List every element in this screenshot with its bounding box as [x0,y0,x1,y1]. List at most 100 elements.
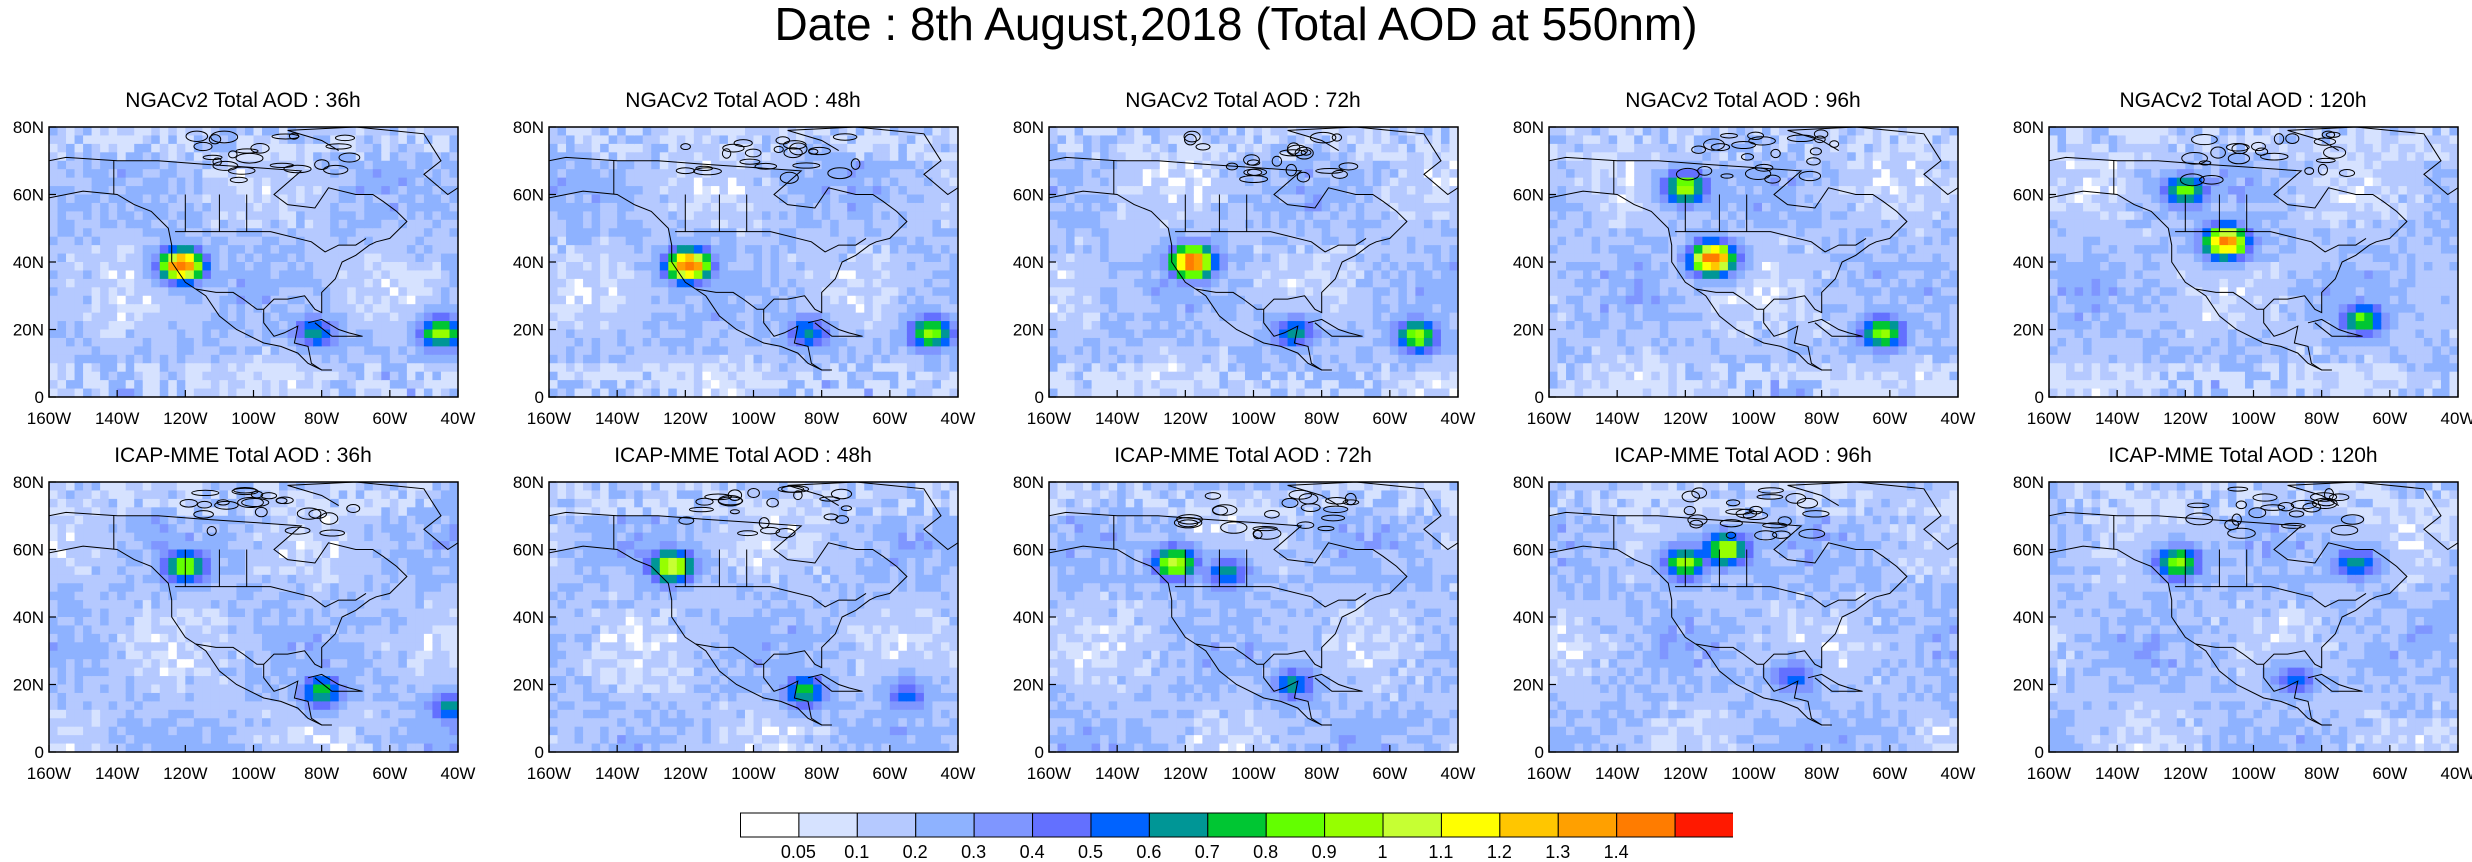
aod-cell [711,363,720,372]
aod-cell [1271,313,1280,322]
aod-cell [822,380,831,389]
aod-cell [449,135,458,144]
aod-cell [1271,270,1280,279]
aod-cell [558,161,567,170]
aod-cell [1600,178,1609,187]
aod-cell [1211,245,1220,254]
aod-cell [668,270,677,279]
aod-cell [202,211,211,220]
aod-cell [1262,220,1271,229]
aod-cell [1583,245,1592,254]
aod-cell [313,372,322,381]
aod-cell [1143,287,1152,296]
aod-cell [898,203,907,212]
aod-cell [643,363,652,372]
aod-cell [1279,304,1288,313]
aod-cell [796,262,805,271]
aod-cell [1236,144,1245,153]
aod-cell [339,178,348,187]
aod-cell [626,161,635,170]
aod-cell [1609,296,1618,305]
aod-cell [75,372,84,381]
aod-cell [1160,161,1169,170]
aod-cell [677,245,686,254]
aod-cell [873,245,882,254]
aod-cell [1236,313,1245,322]
aod-cell [177,245,186,254]
aod-cell [575,296,584,305]
aod-cell [771,355,780,364]
aod-cell [1424,195,1433,204]
aod-cell [236,338,245,347]
aod-cell [924,372,933,381]
aod-cell [856,330,865,339]
aod-cell [856,211,865,220]
aod-cell [822,346,831,355]
aod-cell [890,313,899,322]
x-tick-label: 160W [27,409,71,428]
aod-cell [373,313,382,322]
aod-cell [1449,380,1458,389]
aod-cell [1322,346,1331,355]
aod-cell [1194,245,1203,254]
aod-cell [1100,330,1109,339]
aod-cell [185,237,194,246]
aod-cell [1356,203,1365,212]
aod-cell [1313,389,1322,398]
aod-cell [1109,220,1118,229]
aod-cell [754,254,763,263]
aod-cell [1373,220,1382,229]
aod-cell [1160,380,1169,389]
aod-cell [92,220,101,229]
aod-cell [194,203,203,212]
aod-cell [1313,144,1322,153]
aod-cell [719,338,728,347]
aod-cell [592,363,601,372]
aod-cell [1143,195,1152,204]
aod-cell [677,363,686,372]
aod-cell [1549,270,1558,279]
aod-cell [1143,296,1152,305]
aod-cell [558,330,567,339]
aod-cell [1390,228,1399,237]
aod-cell [566,152,575,161]
aod-cell [305,144,314,153]
aod-cell [583,262,592,271]
aod-cell [932,270,941,279]
aod-cell [373,321,382,330]
aod-cell [549,313,558,322]
aod-cell [1075,135,1084,144]
aod-cell [719,127,728,136]
aod-cell [1100,313,1109,322]
aod-cell [1305,355,1314,364]
aod-cell [381,313,390,322]
aod-cell [575,211,584,220]
aod-cell [745,161,754,170]
aod-cell [1211,355,1220,364]
aod-cell [1398,304,1407,313]
aod-cell [1160,346,1169,355]
aod-cell [390,355,399,364]
aod-cell [549,372,558,381]
aod-cell [407,287,416,296]
aod-cell [1626,178,1635,187]
aod-cell [736,195,745,204]
aod-cell [1177,178,1186,187]
aod-cell [617,161,626,170]
aod-cell [754,321,763,330]
aod-cell [830,195,839,204]
aod-cell [1177,220,1186,229]
aod-cell [941,195,950,204]
aod-cell [1322,389,1331,398]
aod-cell [1583,161,1592,170]
aod-cell [626,321,635,330]
aod-cell [1126,237,1135,246]
aod-cell [694,144,703,153]
aod-cell [890,338,899,347]
aod-cell [1364,169,1373,178]
aod-cell [1134,363,1143,372]
aod-cell [313,228,322,237]
aod-cell [92,321,101,330]
aod-cell [847,321,856,330]
aod-cell [728,169,737,178]
